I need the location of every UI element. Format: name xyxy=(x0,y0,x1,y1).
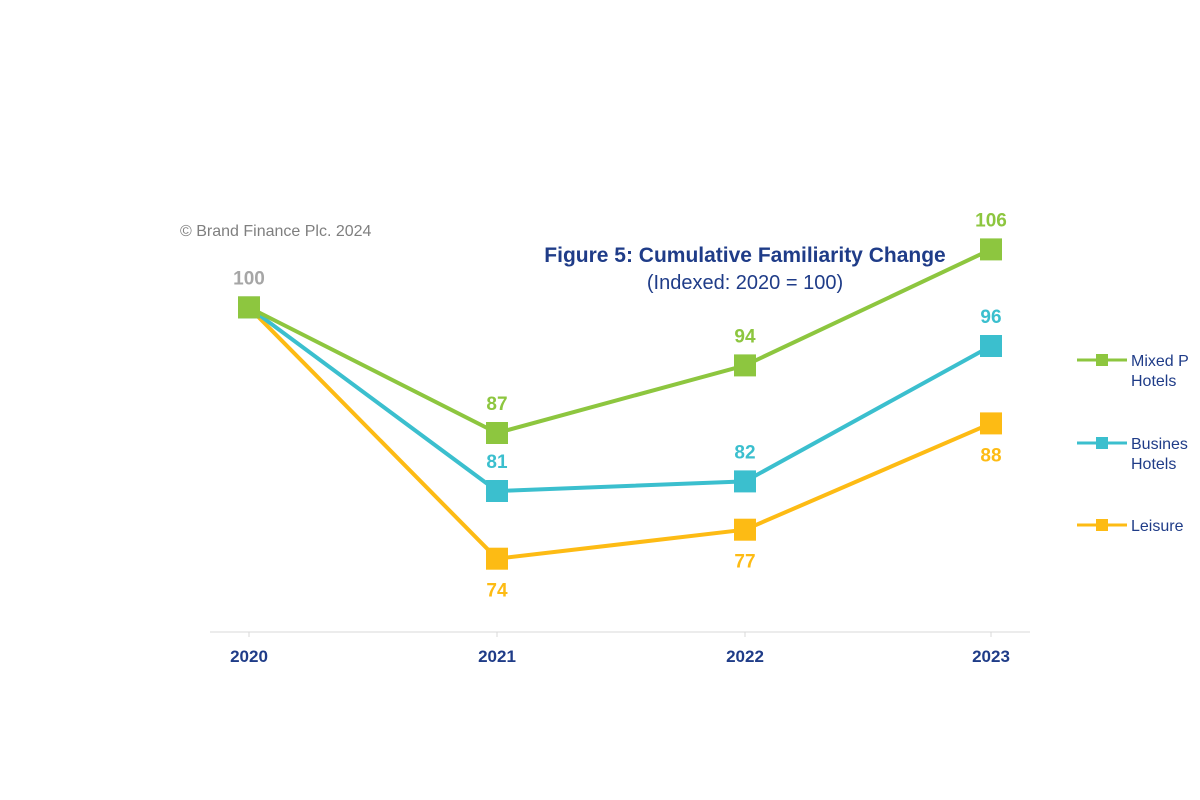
series-line-busines xyxy=(247,305,992,493)
legend-label-leisure-1: Leisure xyxy=(1131,518,1184,535)
data-point-leisure-2023 xyxy=(980,412,1002,435)
data-label-mixed-p-2021: 87 xyxy=(486,394,507,415)
plot-area xyxy=(238,238,1002,570)
x-axis-ticks: 2020 2021 2022 2023 xyxy=(230,632,1010,666)
series-line-mixed-p xyxy=(248,247,992,435)
chart-title: Figure 5: Cumulative Familiarity Change xyxy=(544,244,945,267)
data-label-leisure-2021: 74 xyxy=(486,581,508,602)
data-label-busines-2021: 81 xyxy=(486,452,508,473)
data-label-mixed-p-2022: 94 xyxy=(734,326,756,347)
x-tick-label-2023: 2023 xyxy=(972,647,1010,666)
data-label-leisure-2023: 88 xyxy=(980,445,1001,466)
legend-marker-leisure xyxy=(1096,519,1108,531)
legend-marker-busines xyxy=(1096,437,1108,449)
legend-label-mixed-p-2: Hotels xyxy=(1131,373,1176,390)
data-label-busines-2023: 96 xyxy=(980,307,1001,328)
data-point-busines-2021 xyxy=(486,480,508,502)
data-point-busines-2023 xyxy=(980,335,1002,357)
data-point-mixed-p-2023 xyxy=(980,238,1002,261)
data-point-mixed-p-2020 xyxy=(238,296,260,319)
series-line-leisure xyxy=(247,305,992,561)
data-point-mixed-p-2021 xyxy=(486,422,508,444)
data-label-leisure-2022: 77 xyxy=(734,552,755,573)
data-label-mixed-p-2023: 106 xyxy=(975,210,1007,231)
x-tick-label-2020: 2020 xyxy=(230,647,268,666)
chart-subtitle: (Indexed: 2020 = 100) xyxy=(647,272,843,294)
x-tick-label-2021: 2021 xyxy=(478,647,516,666)
data-point-leisure-2021 xyxy=(486,547,508,570)
data-label-busines-2022: 82 xyxy=(734,442,755,463)
data-labels: 87 94 106 81 82 96 74 77 88 100 xyxy=(233,210,1007,601)
data-label-start-2020: 100 xyxy=(233,268,265,289)
data-point-busines-2022 xyxy=(734,470,756,493)
copyright-text: © Brand Finance Plc. 2024 xyxy=(180,223,372,240)
legend-label-busines-1: Busines xyxy=(1131,436,1188,453)
legend: Mixed P Hotels Busines Hotels Leisure xyxy=(1077,353,1189,535)
x-tick-label-2022: 2022 xyxy=(726,647,764,666)
data-point-leisure-2022 xyxy=(734,518,756,541)
legend-label-busines-2: Hotels xyxy=(1131,456,1176,473)
legend-marker-mixed-p xyxy=(1096,354,1108,366)
legend-label-mixed-p-1: Mixed P xyxy=(1131,353,1189,370)
data-point-mixed-p-2022 xyxy=(734,354,756,377)
